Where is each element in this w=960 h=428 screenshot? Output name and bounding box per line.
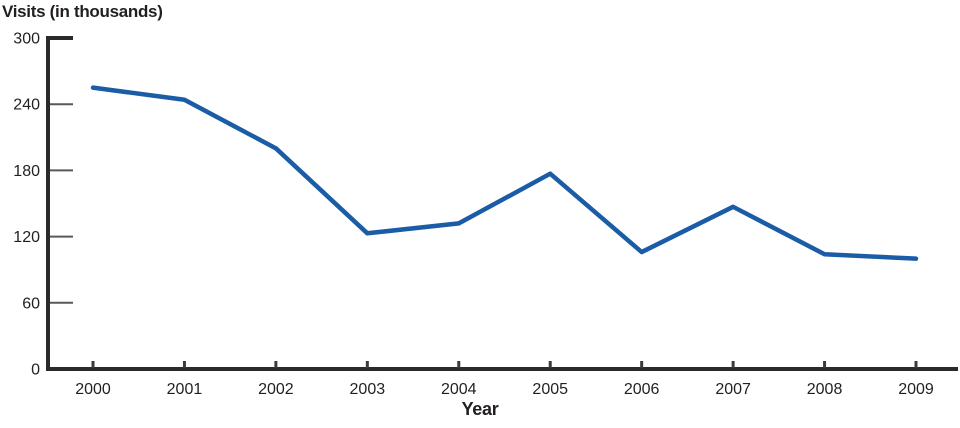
x-tick-label: 2002: [258, 381, 294, 398]
x-tick-label: 2000: [75, 381, 111, 398]
y-tick-label: 120: [13, 229, 40, 246]
y-tick-label: 180: [13, 163, 40, 180]
y-tick-label: 0: [31, 362, 40, 379]
y-tick-label: 240: [13, 97, 40, 114]
x-tick-label: 2007: [715, 381, 751, 398]
x-tick-label: 2009: [898, 381, 934, 398]
x-tick-label: 2001: [167, 381, 203, 398]
data-line: [90, 85, 919, 261]
y-tick-label: 300: [13, 31, 40, 48]
x-tick-label: 2005: [532, 381, 568, 398]
y-tick-label: 60: [22, 295, 40, 312]
x-tick-label: 2006: [624, 381, 660, 398]
x-tick-label: 2003: [350, 381, 386, 398]
x-tick-label: 2008: [807, 381, 843, 398]
x-axis-title: Year: [461, 399, 499, 419]
x-tick-label: 2004: [441, 381, 477, 398]
chart-title: Visits (in thousands): [2, 2, 163, 21]
